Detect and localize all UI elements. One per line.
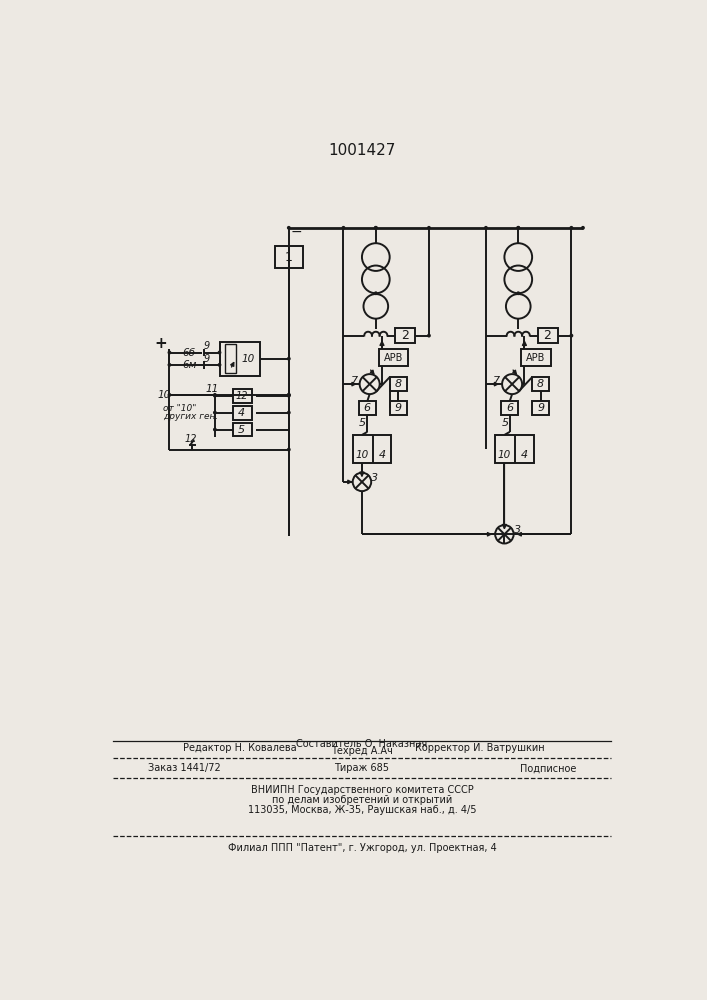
Bar [233, 423, 252, 436]
Bar [521, 349, 551, 366]
Text: 4: 4 [521, 450, 528, 460]
Text: 7: 7 [493, 376, 501, 386]
Circle shape [516, 291, 520, 295]
Text: 7: 7 [351, 376, 358, 386]
Text: 6м: 6м [182, 360, 197, 370]
Text: 1: 1 [285, 251, 293, 264]
Circle shape [218, 351, 221, 354]
Text: 8: 8 [537, 379, 544, 389]
Bar [532, 401, 549, 415]
Bar [219, 342, 259, 376]
Circle shape [287, 393, 291, 397]
Circle shape [168, 393, 171, 397]
Text: 4: 4 [238, 408, 245, 418]
Bar [225, 344, 235, 373]
Circle shape [427, 334, 431, 338]
Text: 10: 10 [158, 390, 170, 400]
Circle shape [374, 226, 378, 230]
Circle shape [287, 357, 291, 361]
Circle shape [516, 226, 520, 230]
Text: 11: 11 [206, 384, 219, 394]
Circle shape [287, 411, 291, 415]
Circle shape [213, 393, 217, 397]
Circle shape [168, 351, 171, 354]
Circle shape [484, 226, 488, 230]
Text: 113035, Москва, Ж-35, Раушская наб., д. 4/5: 113035, Москва, Ж-35, Раушская наб., д. … [247, 805, 477, 815]
Circle shape [569, 226, 573, 230]
Text: 2: 2 [544, 329, 551, 342]
Text: других ген.: других ген. [163, 412, 218, 421]
Bar [275, 246, 303, 268]
Bar [395, 328, 415, 343]
Circle shape [341, 226, 346, 230]
Text: 10: 10 [356, 450, 368, 460]
Circle shape [213, 428, 217, 431]
Bar [532, 377, 549, 391]
Text: 10: 10 [498, 450, 511, 460]
Text: 12: 12 [185, 434, 197, 444]
Text: Тираж 685: Тираж 685 [334, 763, 390, 773]
Text: АРВ: АРВ [526, 353, 546, 363]
Bar [233, 406, 252, 420]
Text: от "10": от "10" [163, 404, 197, 413]
Circle shape [287, 393, 291, 397]
Text: 5: 5 [359, 418, 366, 428]
Text: Составитель О. Наказная: Составитель О. Наказная [296, 739, 428, 749]
Circle shape [581, 226, 585, 230]
Circle shape [213, 411, 217, 415]
Text: 9: 9 [204, 354, 210, 364]
Bar [233, 389, 252, 403]
Bar [379, 349, 408, 366]
Bar [359, 401, 376, 415]
Text: ВНИИПН Государственного комитета СССР: ВНИИПН Государственного комитета СССР [250, 785, 473, 795]
Bar [390, 401, 407, 415]
Circle shape [516, 226, 520, 230]
Circle shape [287, 448, 291, 451]
Text: 6б: 6б [182, 348, 196, 358]
Text: Техред А.Ач: Техред А.Ач [331, 746, 393, 756]
Text: по делам изобретений и открытий: по делам изобретений и открытий [271, 795, 452, 805]
Circle shape [168, 363, 171, 367]
Bar [390, 377, 407, 391]
Circle shape [287, 226, 291, 230]
Text: 6: 6 [506, 403, 513, 413]
Text: 10: 10 [241, 354, 255, 364]
Text: 3: 3 [514, 525, 521, 535]
Text: −: − [291, 225, 303, 239]
Text: +: + [155, 336, 168, 351]
Circle shape [213, 394, 217, 398]
Text: 9: 9 [204, 341, 210, 351]
Text: АРВ: АРВ [384, 353, 403, 363]
Bar [495, 435, 534, 463]
Circle shape [374, 226, 378, 230]
Text: 5: 5 [501, 418, 509, 428]
Text: 9: 9 [395, 403, 402, 413]
Text: Заказ 1441/72: Заказ 1441/72 [148, 763, 221, 773]
Text: 1001427: 1001427 [328, 143, 396, 158]
Text: Редактор Н. Ковалева: Редактор Н. Ковалева [182, 743, 296, 753]
Circle shape [287, 394, 291, 398]
Circle shape [374, 291, 378, 295]
Circle shape [569, 334, 573, 338]
Text: 9: 9 [537, 403, 544, 413]
Text: Филиал ППП "Патент", г. Ужгород, ул. Проектная, 4: Филиал ППП "Патент", г. Ужгород, ул. Про… [228, 843, 496, 853]
Bar [537, 328, 558, 343]
Text: 5: 5 [238, 425, 245, 435]
Bar [501, 401, 518, 415]
Bar [353, 435, 391, 463]
Text: 4: 4 [378, 450, 385, 460]
Text: Подписное: Подписное [520, 763, 577, 773]
Text: Корректор И. Ватрушкин: Корректор И. Ватрушкин [415, 743, 544, 753]
Text: 3: 3 [371, 473, 379, 483]
Text: 8: 8 [395, 379, 402, 389]
Circle shape [218, 363, 221, 367]
Text: 2: 2 [401, 329, 409, 342]
Circle shape [427, 226, 431, 230]
Text: 12: 12 [235, 391, 248, 401]
Text: 6: 6 [364, 403, 371, 413]
